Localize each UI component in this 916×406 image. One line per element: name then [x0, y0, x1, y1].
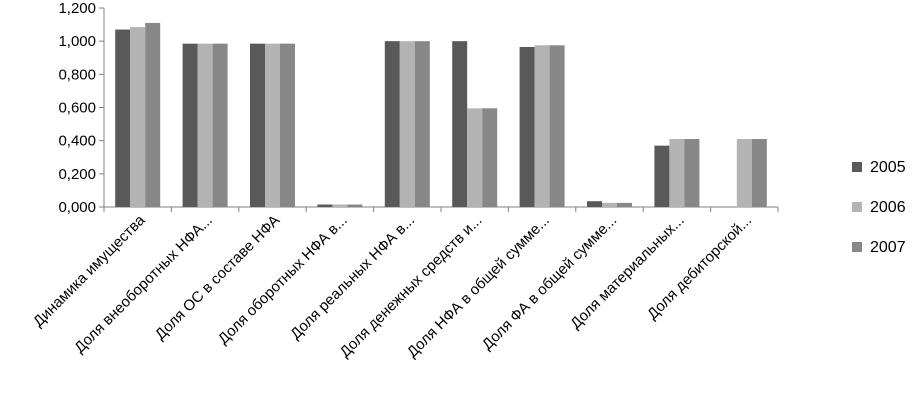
bar-2007-5	[482, 108, 498, 207]
y-tick-label: 1,200	[58, 0, 96, 17]
category-label: Динамика имущества	[30, 211, 149, 330]
bar-2006-0	[130, 27, 146, 208]
category-label: Доля денежных средств и...	[337, 212, 486, 361]
legend-label-2007: 2007	[870, 239, 906, 256]
category-label: Доля материальных...	[567, 212, 688, 333]
category-label: Доля НФА в общей сумме...	[404, 212, 553, 361]
bar-2007-2	[280, 43, 295, 207]
bar-2006-9	[736, 139, 752, 207]
y-tick-label: 0,200	[58, 166, 96, 183]
bar-2005-1	[182, 43, 198, 207]
category-label: Доля реальных НФА в...	[287, 212, 418, 343]
bar-2005-6	[519, 46, 535, 208]
legend-swatch-2006	[852, 202, 862, 212]
bar-2005-2	[250, 43, 265, 207]
bar-2005-0	[115, 29, 131, 207]
legend-swatch-2005	[852, 162, 862, 172]
category-label: Доля ОС в составе НФА	[152, 212, 283, 343]
y-tick-label: 0,400	[58, 133, 96, 150]
legend-label-2005: 2005	[870, 159, 906, 176]
bar-2006-6	[534, 45, 550, 207]
bar-2006-7	[602, 202, 617, 207]
bar-2005-7	[587, 201, 602, 207]
bar-2006-2	[265, 43, 280, 207]
bar-2007-3	[347, 204, 363, 207]
category-label: Доля ФА в общей сумме...	[479, 212, 620, 353]
bar-2006-4	[399, 41, 415, 207]
bar-2007-4	[414, 41, 430, 207]
category-label: Доля оборотных НФА в...	[215, 212, 351, 348]
bar-2006-3	[332, 204, 348, 207]
bar-2006-1	[197, 43, 213, 207]
bar-2007-6	[549, 45, 565, 207]
y-tick-label: 0,600	[58, 100, 96, 117]
bar-2005-3	[317, 204, 333, 207]
bar-2006-5	[467, 108, 483, 207]
bar-2007-0	[145, 22, 161, 207]
bar-2007-7	[617, 202, 632, 207]
plot-area: 0,000 0,200 0,400 0,600 0,800 1,000 1,200 Динам…	[30, 0, 779, 361]
y-tick-label: 0,800	[58, 66, 96, 83]
bar-2007-8	[684, 139, 700, 207]
bar-2006-8	[669, 139, 685, 207]
category-label: Доля внеоборотных НФА...	[71, 212, 216, 357]
y-tick-label: 0,000	[58, 199, 96, 216]
bar-2005-4	[384, 41, 400, 207]
legend-label-2006: 2006	[870, 199, 906, 216]
bar-2005-5	[452, 41, 468, 207]
legend: 2005 2006 2007	[852, 159, 906, 256]
bar-2007-1	[212, 43, 228, 207]
legend-swatch-2007	[852, 242, 862, 252]
bar-2007-9	[751, 139, 767, 207]
bar-2005-8	[654, 145, 670, 207]
y-tick-label: 1,000	[58, 33, 96, 50]
